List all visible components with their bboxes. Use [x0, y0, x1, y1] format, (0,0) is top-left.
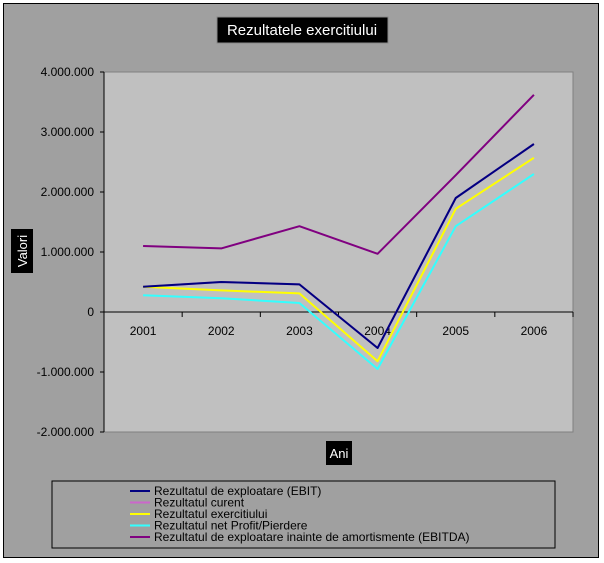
- legend-label: Rezultatul de exploatare inainte de amor…: [154, 530, 470, 544]
- x-axis-label-box: Ani: [326, 441, 352, 465]
- y-tick-label: 1.000.000: [41, 245, 95, 259]
- chart-title-box: Rezultatele exercitiului: [216, 16, 389, 44]
- y-axis-label-box: Valori: [11, 229, 33, 273]
- plot-area-group: 4.000.000 3.000.000 2.000.000 1.000.000 0 -1.…: [37, 65, 574, 439]
- series-line: [143, 156, 535, 363]
- legend-label: Rezultatul exercitiului: [154, 507, 267, 521]
- chart-title: Rezultatele exercitiului: [227, 22, 377, 39]
- axes: 4.000.000 3.000.000 2.000.000 1.000.000 0 -1.…: [37, 65, 574, 439]
- y-tick-label: -1.000.000: [37, 365, 95, 379]
- x-tick-label: 2001: [130, 324, 157, 338]
- series-line: [143, 173, 535, 370]
- x-tick-label: 2005: [442, 324, 469, 338]
- y-tick-label: 3.000.000: [41, 125, 95, 139]
- legend-label: Rezultatul de exploatare (EBIT): [154, 484, 321, 498]
- series-lines: [143, 94, 535, 370]
- x-tick-label: 2002: [208, 324, 235, 338]
- x-tick-label: 2006: [521, 324, 548, 338]
- y-tick-label: -2.000.000: [37, 425, 95, 439]
- plot-area: [103, 71, 574, 433]
- y-axis-label: Valori: [15, 235, 30, 267]
- y-tick-label: 2.000.000: [41, 185, 95, 199]
- legend-label: Rezultatul net Profit/Pierdere: [154, 519, 308, 533]
- y-tick-label: 0: [87, 305, 94, 319]
- series-line: [143, 143, 535, 349]
- legend: Rezultatul de exploatare (EBIT)Rezultatu…: [51, 480, 556, 549]
- y-tick-label: 4.000.000: [41, 65, 95, 79]
- legend-label: Rezultatul curent: [154, 496, 245, 510]
- series-line: [143, 94, 535, 255]
- x-tick-label: 2003: [286, 324, 313, 338]
- x-axis-label: Ani: [330, 446, 349, 461]
- legend-items: Rezultatul de exploatare (EBIT)Rezultatu…: [130, 484, 470, 544]
